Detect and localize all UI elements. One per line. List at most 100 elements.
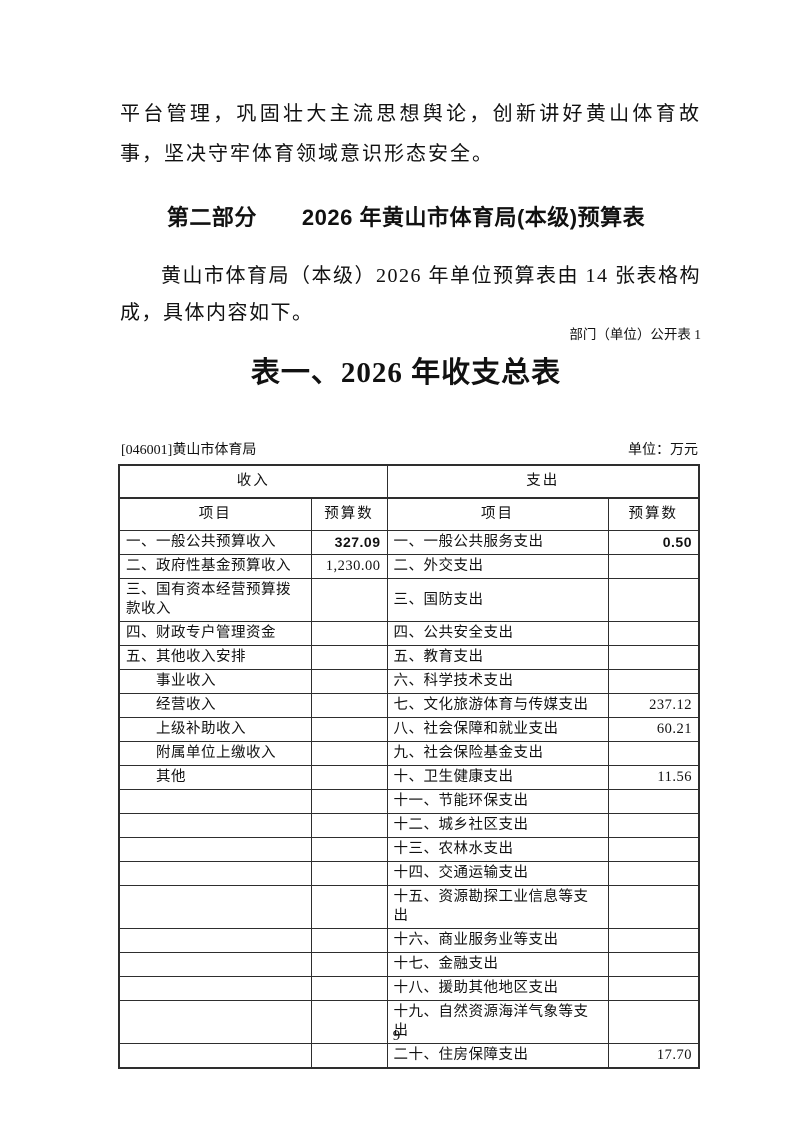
- table-group-header-row: 收入 支出: [118, 464, 700, 499]
- expense-value-cell: [607, 813, 700, 838]
- expense-item-cell: 七、文化旅游体育与传媒支出: [386, 693, 609, 718]
- expense-value-cell: 17.70: [607, 1043, 700, 1069]
- budget-table-row: 十一、节能环保支出: [118, 789, 700, 814]
- budget-table-row: 二十、住房保障支出 17.70: [118, 1043, 700, 1069]
- budget-table-row: 附属单位上缴收入 九、社会保险基金支出: [118, 741, 700, 766]
- expense-value-cell: 237.12: [607, 693, 700, 718]
- income-value-cell: [310, 1000, 388, 1044]
- income-item-cell: [118, 789, 312, 814]
- expense-item-cell: 八、社会保障和就业支出: [386, 717, 609, 742]
- budget-table-row: 十二、城乡社区支出: [118, 813, 700, 838]
- expense-value-cell: [607, 789, 700, 814]
- budget-table-row: 一、一般公共预算收入 327.09 一、一般公共服务支出 0.50: [118, 530, 700, 555]
- section-heading: 第二部分 2026 年黄山市体育局(本级)预算表: [166, 205, 646, 230]
- expense-item-cell: 六、科学技术支出: [386, 669, 609, 694]
- expense-value-cell: [607, 885, 700, 929]
- budget-table-row: 上级补助收入 八、社会保障和就业支出 60.21: [118, 717, 700, 742]
- expense-item-cell: 二十、住房保障支出: [386, 1043, 609, 1069]
- budget-table-row: 十九、自然资源海洋气象等支出: [118, 1000, 700, 1044]
- income-item-cell: [118, 885, 312, 929]
- expense-value-cell: 60.21: [607, 717, 700, 742]
- expense-item-cell: 十四、交通运输支出: [386, 861, 609, 886]
- expense-value-cell: [607, 621, 700, 646]
- income-value-cell: [310, 717, 388, 742]
- budget-table-row: 三、国有资本经营预算拨款收入 三、国防支出: [118, 578, 700, 622]
- expense-value-cell: [607, 645, 700, 670]
- income-item-cell: [118, 813, 312, 838]
- income-item-cell: 二、政府性基金预算收入: [118, 554, 312, 579]
- expense-item-cell: 二、外交支出: [386, 554, 609, 579]
- body-paragraph-2: 黄山市体育局（本级）2026 年单位预算表由 14 张表格构成，具体内容如下。: [120, 265, 701, 324]
- table-column-header-row: 项目 预算数 项目 预算数: [118, 497, 700, 531]
- expense-item-cell: 十一、节能环保支出: [386, 789, 609, 814]
- income-value-cell: [310, 976, 388, 1001]
- income-value-cell: [310, 885, 388, 929]
- expense-value-cell: 11.56: [607, 765, 700, 790]
- budget-table-row: 十七、金融支出: [118, 952, 700, 977]
- budget-table-row: 事业收入 六、科学技术支出: [118, 669, 700, 694]
- expense-item-column-header: 项目: [386, 497, 609, 531]
- income-value-cell: [310, 952, 388, 977]
- income-value-cell: [310, 1043, 388, 1069]
- expense-item-cell: 十三、农林水支出: [386, 837, 609, 862]
- income-item-cell: 四、财政专户管理资金: [118, 621, 312, 646]
- income-value-cell: [310, 741, 388, 766]
- income-value-cell: [310, 789, 388, 814]
- expense-group-header: 支出: [386, 464, 700, 499]
- budget-table-row: 十五、资源勘探工业信息等支出: [118, 885, 700, 929]
- income-item-column-header: 项目: [118, 497, 312, 531]
- income-item-cell: [118, 928, 312, 953]
- budget-table-row: 四、财政专户管理资金 四、公共安全支出: [118, 621, 700, 646]
- budget-table-row: 十六、商业服务业等支出: [118, 928, 700, 953]
- body-paragraph-1: 平台管理，巩固壮大主流思想舆论，创新讲好黄山体育故事，坚决守牢体育领域意识形态安…: [120, 103, 701, 165]
- budget-table-row: 其他 十、卫生健康支出 11.56: [118, 765, 700, 790]
- expense-value-cell: 0.50: [607, 530, 700, 555]
- expense-item-cell: 十二、城乡社区支出: [386, 813, 609, 838]
- budget-table-row: 十四、交通运输支出: [118, 861, 700, 886]
- expense-item-cell: 十八、援助其他地区支出: [386, 976, 609, 1001]
- income-value-cell: [310, 578, 388, 622]
- expense-value-cell: [607, 928, 700, 953]
- expense-value-cell: [607, 554, 700, 579]
- unit-label: 单位：万元: [628, 443, 698, 458]
- expense-item-cell: 四、公共安全支出: [386, 621, 609, 646]
- income-item-cell: 经营收入: [118, 693, 312, 718]
- expense-item-cell: 十七、金融支出: [386, 952, 609, 977]
- expense-value-cell: [607, 952, 700, 977]
- expense-item-cell: 十五、资源勘探工业信息等支出: [386, 885, 609, 929]
- budget-table-row: 经营收入 七、文化旅游体育与传媒支出 237.12: [118, 693, 700, 718]
- income-budget-column-header: 预算数: [310, 497, 388, 531]
- table-meta: [046001]黄山市体育局 单位：万元: [121, 442, 698, 460]
- expense-item-cell: 一、一般公共服务支出: [386, 530, 609, 555]
- income-item-cell: 一、一般公共预算收入: [118, 530, 312, 555]
- income-value-cell: [310, 861, 388, 886]
- budget-table-row: 十三、农林水支出: [118, 837, 700, 862]
- expense-item-cell: 三、国防支出: [386, 578, 609, 622]
- income-item-cell: 事业收入: [118, 669, 312, 694]
- expense-budget-column-header: 预算数: [607, 497, 700, 531]
- expense-value-cell: [607, 976, 700, 1001]
- budget-table-row: 十八、援助其他地区支出: [118, 976, 700, 1001]
- income-value-cell: [310, 813, 388, 838]
- expense-value-cell: [607, 669, 700, 694]
- income-item-cell: [118, 861, 312, 886]
- expense-value-cell: [607, 1000, 700, 1044]
- income-value-cell: 1,230.00: [310, 554, 388, 579]
- income-value-cell: [310, 621, 388, 646]
- expense-value-cell: [607, 578, 700, 622]
- income-value-cell: [310, 645, 388, 670]
- income-item-cell: 五、其他收入安排: [118, 645, 312, 670]
- expense-value-cell: [607, 861, 700, 886]
- expense-value-cell: [607, 837, 700, 862]
- table-note: 部门（单位）公开表 1: [569, 327, 701, 342]
- income-value-cell: 327.09: [310, 530, 388, 555]
- income-item-cell: [118, 976, 312, 1001]
- income-value-cell: [310, 669, 388, 694]
- expense-item-cell: 十九、自然资源海洋气象等支出: [386, 1000, 609, 1044]
- budget-summary-table: 收入 支出 项目 预算数 项目 预算数 一、一般公共预算收入 327.09 一、一般…: [118, 464, 700, 1069]
- expense-item-cell: 九、社会保险基金支出: [386, 741, 609, 766]
- budget-table-row: 五、其他收入安排 五、教育支出: [118, 645, 700, 670]
- page-number: 9: [392, 1028, 401, 1044]
- expense-value-cell: [607, 741, 700, 766]
